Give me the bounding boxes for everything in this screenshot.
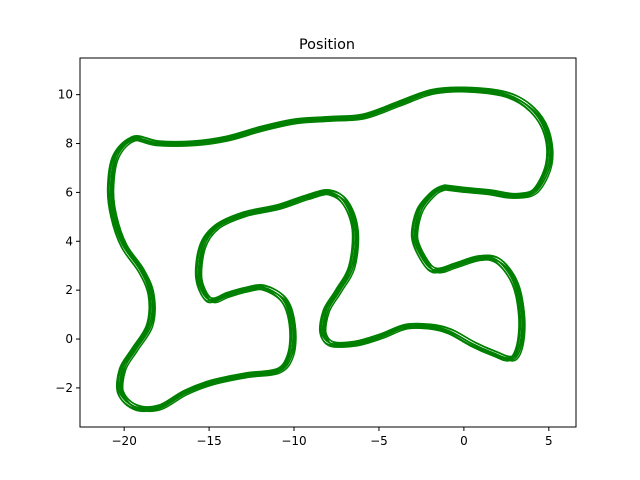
trajectory-lap [109, 88, 551, 411]
y-axis: −2 0 2 4 6 8 10 [55, 88, 80, 395]
plot-frame [79, 57, 577, 428]
trajectory-lap [111, 89, 553, 412]
trajectory-lap [110, 86, 552, 408]
trajectory-lap [112, 87, 554, 409]
x-tick-label: 0 [460, 434, 468, 448]
x-tick-label: 5 [545, 434, 553, 448]
trajectory-lap [106, 89, 548, 411]
y-tick-label: 4 [65, 234, 73, 248]
trajectory-lap [112, 90, 554, 413]
x-tick-label: −20 [112, 434, 137, 448]
trajectory-lap [108, 87, 550, 410]
y-tick-label: 6 [65, 185, 73, 199]
y-tick-label: 2 [65, 283, 73, 297]
trajectory-lap [107, 90, 549, 413]
y-tick-label: 0 [65, 332, 73, 346]
y-tick-label: 10 [58, 88, 73, 102]
trajectory-lines [106, 86, 554, 413]
chart-title: Position [299, 37, 355, 53]
x-axis: −20 −15 −10 −5 0 5 [112, 427, 553, 448]
x-tick-label: −15 [196, 434, 221, 448]
y-tick-label: 8 [65, 137, 73, 151]
x-tick-label: −5 [370, 434, 388, 448]
y-tick-label: −2 [55, 381, 73, 395]
x-tick-label: −10 [281, 434, 306, 448]
